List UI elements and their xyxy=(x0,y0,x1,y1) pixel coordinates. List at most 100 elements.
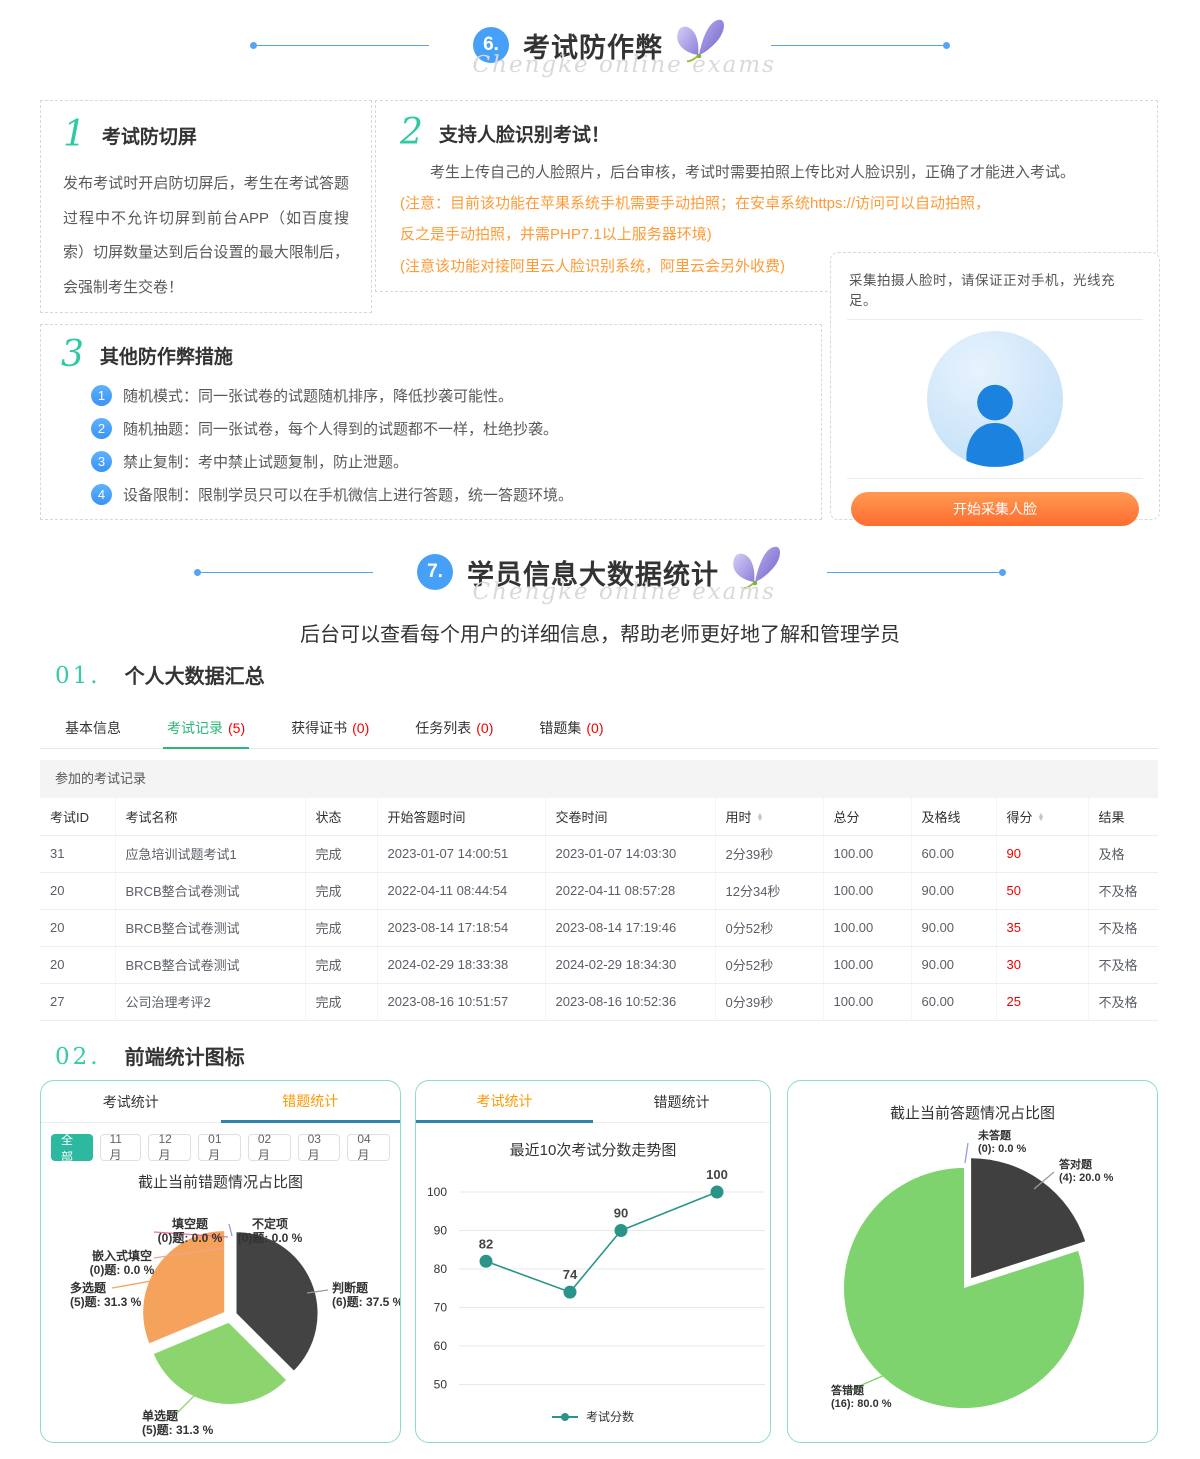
section-7-subtitle: 后台可以查看每个用户的详细信息，帮助老师更好地了解和管理学员 xyxy=(300,624,900,646)
tab-label: 考试记录 xyxy=(167,720,223,736)
heading-number: 01. xyxy=(55,663,101,689)
feature-description: 发布考试时开启防切屏后，考生在考试答题过程中不允许切屏到前台APP（如百度搜索）… xyxy=(63,175,349,296)
chart-card-wrong-question-stats: 考试统计 错题统计 全部 11月 12月 01月 02月 03月 04月 截止当前错题情况占比… xyxy=(40,1080,401,1443)
start-face-capture-button[interactable]: 开始采集人脸 xyxy=(851,492,1139,526)
table-cell: 0分39秒 xyxy=(715,983,824,1021)
table-cell: 12分34秒 xyxy=(715,872,824,910)
card-tab-考试统计[interactable]: 考试统计 xyxy=(41,1081,221,1123)
table-cell: 90.00 xyxy=(911,872,997,910)
table-cell: 20 xyxy=(40,872,116,910)
table-cell: 100.00 xyxy=(823,909,912,947)
table-cell: 不及格 xyxy=(1088,909,1158,947)
table-cell: 2022-04-11 08:57:28 xyxy=(545,872,716,910)
svg-text:82: 82 xyxy=(478,1236,492,1251)
table-cell: 公司治理考评2 xyxy=(115,983,306,1021)
legend-line-dot-icon xyxy=(551,1412,578,1421)
table-cell: 100.00 xyxy=(823,835,912,873)
tab-基本信息[interactable]: 基本信息 xyxy=(65,708,121,748)
sort-icon[interactable]: ▲ ▼ xyxy=(1037,811,1045,824)
divider-dot xyxy=(999,568,1006,576)
chart-title: 截止当前答题情况占比图 xyxy=(889,1105,1055,1122)
tab-count: (0) xyxy=(352,720,370,736)
table-cell: 2024-02-29 18:34:30 xyxy=(545,946,716,984)
legend-label: 考试分数 xyxy=(585,1410,634,1424)
svg-text:50: 50 xyxy=(433,1378,447,1392)
column-header: 结果 xyxy=(1088,798,1158,836)
score-trend-line-chart: 100 90 80 70 60 50 82 74 90 100 xyxy=(426,1167,765,1392)
card1-tab-bar: 考试统计 错题统计 xyxy=(41,1081,400,1123)
table-cell: 2分39秒 xyxy=(715,835,824,873)
table-cell: 100.00 xyxy=(823,983,912,1021)
column-header: 总分 xyxy=(823,798,912,836)
table-cell: 2023-01-07 14:00:51 xyxy=(377,835,546,873)
wrong-question-pie-chart: 判断题(6)题: 37.5 %单选题(5)题: 31.3 %多选题(5)题: 3… xyxy=(70,1216,400,1437)
svg-text:不定项: 不定项 xyxy=(251,1216,287,1231)
table-cell: BRCB整合试卷测试 xyxy=(115,909,306,947)
tab-考试记录[interactable]: 考试记录 (5) xyxy=(162,708,250,749)
answer-situation-pie-chart: 答对题(4): 20.0 % 答错题(16): 80.0 % 未答题(0): 0.0… xyxy=(831,1128,1114,1410)
table-cell: 完成 xyxy=(305,983,378,1021)
svg-text:单选题: 单选题 xyxy=(142,1408,179,1423)
svg-text:答错题: 答错题 xyxy=(831,1383,865,1397)
month-filter-03月[interactable]: 03月 xyxy=(297,1132,341,1162)
svg-text:(0)题: 0.0 %: (0)题: 0.0 % xyxy=(157,1231,222,1245)
chart-legend: 考试分数 xyxy=(416,1408,770,1425)
column-header[interactable]: 得分 ▲ ▼ xyxy=(996,798,1089,836)
table-cell: 100.00 xyxy=(823,946,912,984)
feature-note-line2: 反之是手动拍照，并需PHP7.1以上服务器环境) xyxy=(400,226,712,243)
feature-title: 其他防作弊措施 xyxy=(99,346,233,368)
card-tab-考试统计[interactable]: 考试统计 xyxy=(416,1081,593,1123)
table-cell: 35 xyxy=(996,909,1089,947)
month-filter-12月[interactable]: 12月 xyxy=(148,1132,192,1162)
summary-heading: 01. 个人大数据汇总 xyxy=(55,660,265,689)
measure-text: 设备限制：限制学员只可以在手机微信上进行答题，统一答题环境。 xyxy=(123,487,574,504)
table-cell: 30 xyxy=(996,946,1089,984)
month-filter-全部[interactable]: 全部 xyxy=(51,1133,93,1164)
card-tab-错题统计[interactable]: 错题统计 xyxy=(593,1081,770,1123)
table-cell: BRCB整合试卷测试 xyxy=(115,946,306,984)
month-filter-02月[interactable]: 02月 xyxy=(247,1132,291,1162)
table-cell: BRCB整合试卷测试 xyxy=(115,872,306,910)
svg-text:(6)题: 37.5 %: (6)题: 37.5 % xyxy=(332,1295,400,1309)
tab-获得证书[interactable]: 获得证书 (0) xyxy=(291,708,369,748)
table-cell: 2022-04-11 08:44:54 xyxy=(377,872,546,910)
section-7-title: 学员信息大数据统计 xyxy=(467,559,719,590)
svg-text:嵌入式填空: 嵌入式填空 xyxy=(91,1248,151,1263)
feature-number: 2 xyxy=(400,112,423,153)
face-avatar-area xyxy=(847,320,1143,479)
anti-cheat-measures-list: 1 随机模式：同一张试卷的试题随机排序，降低抄袭可能性。 2 随机抽题：同一张试卷，每… xyxy=(61,385,801,505)
svg-text:(5)题: 31.3 %: (5)题: 31.3 % xyxy=(142,1423,214,1437)
chart-title: 最近10次考试分数走势图 xyxy=(509,1142,677,1159)
table-cell: 27 xyxy=(40,983,116,1021)
month-filter-04月[interactable]: 04月 xyxy=(347,1132,391,1162)
column-header: 状态 xyxy=(305,798,378,836)
table-cell: 0分52秒 xyxy=(715,909,824,947)
table-row: 31 应急培训试题考试1 完成 2023-01-07 14:00:51 2023-01-… xyxy=(40,835,1158,873)
table-cell: 2023-08-14 17:19:46 xyxy=(545,909,716,947)
feature-note-line1: (注意：目前该功能在苹果系统手机需要手动拍照；在安卓系统https://访问可以… xyxy=(400,194,991,212)
tab-label: 错题集 xyxy=(539,720,582,736)
face-capture-panel: 采集拍摄人脸时，请保证正对手机，光线充足。 开始采集人脸 xyxy=(830,252,1160,526)
measure-number-icon: 2 xyxy=(91,418,112,439)
table-panel-title: 参加的考试记录 xyxy=(40,760,1158,798)
column-header[interactable]: 用时 ▲ ▼ xyxy=(715,798,824,836)
measure-text: 随机抽题：同一张试卷，每个人得到的试题都不一样，杜绝抄袭。 xyxy=(123,421,559,438)
card2-tab-bar: 考试统计 错题统计 xyxy=(416,1081,770,1123)
tab-错题集[interactable]: 错题集 (0) xyxy=(539,708,603,748)
tab-label: 获得证书 xyxy=(291,720,348,736)
table-cell: 完成 xyxy=(305,946,378,984)
tab-count: (0) xyxy=(476,720,494,736)
card-tab-错题统计[interactable]: 错题统计 xyxy=(220,1081,400,1123)
sort-icon[interactable]: ▲ ▼ xyxy=(756,811,764,824)
feature-number: 3 xyxy=(61,334,84,375)
section-7-badge: 7. xyxy=(408,554,453,598)
tab-任务列表[interactable]: 任务列表 (0) xyxy=(415,708,493,748)
column-header: 考试ID xyxy=(40,798,116,836)
month-filter-11月[interactable]: 11月 xyxy=(99,1132,142,1162)
column-header: 及格线 xyxy=(911,798,997,836)
month-filter-01月[interactable]: 01月 xyxy=(198,1132,241,1162)
heading-title: 前端统计图标 xyxy=(124,1047,245,1069)
table-cell: 31 xyxy=(40,835,116,873)
table-cell: 及格 xyxy=(1088,835,1158,873)
